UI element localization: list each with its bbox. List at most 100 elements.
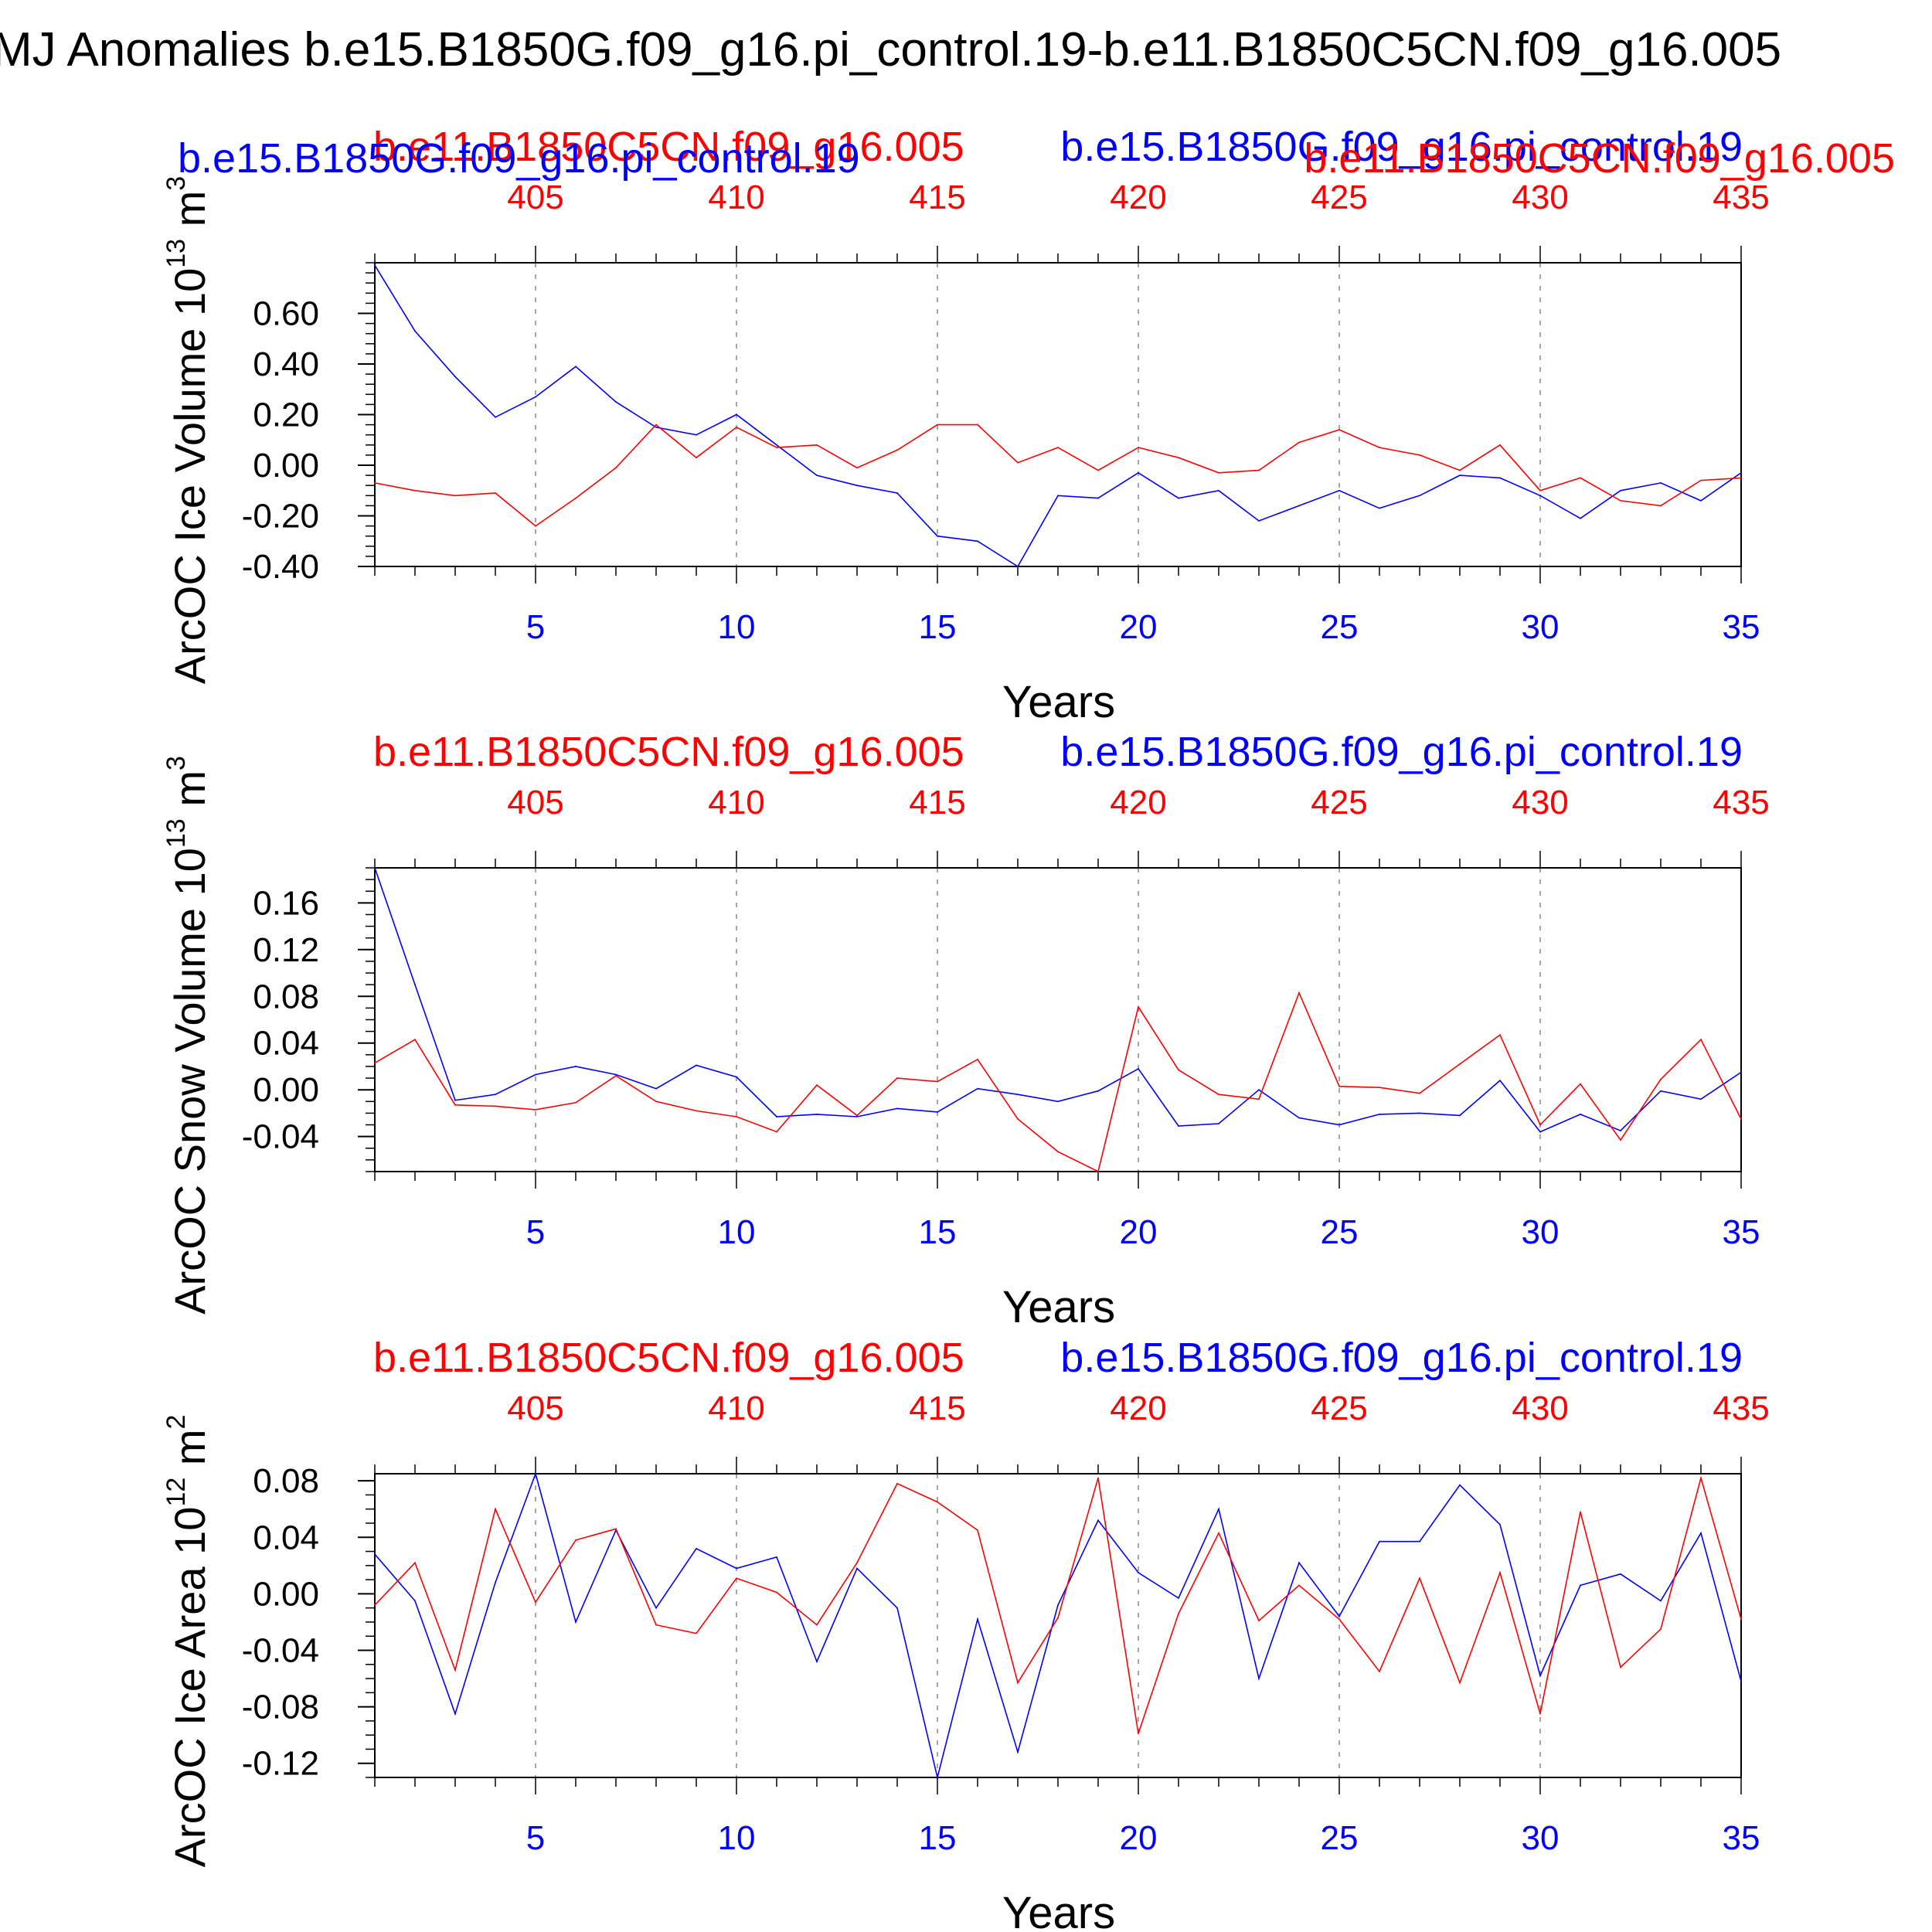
y-axis-title-main: ArcOC Ice Area 10 (165, 1507, 214, 1868)
data-point (696, 457, 697, 459)
data-point (1499, 444, 1501, 446)
data-point (1338, 1124, 1340, 1126)
data-point (1017, 1751, 1019, 1753)
data-point (1700, 499, 1702, 502)
data-point (454, 1669, 456, 1671)
data-point (816, 1624, 818, 1626)
data-point (937, 1501, 938, 1503)
data-point (655, 423, 657, 426)
data-point (374, 867, 376, 869)
data-point (896, 492, 898, 494)
y-tick-label: -0.04 (242, 1118, 319, 1156)
data-point (1539, 495, 1541, 497)
y-axis-title: ArcOC Snow Volume 1013 m3 (162, 756, 214, 1315)
data-point (736, 1577, 737, 1580)
x-tick-label: 15 (919, 1213, 957, 1251)
data-point (1379, 1671, 1380, 1672)
data-point (1660, 1090, 1662, 1092)
data-point (856, 485, 858, 487)
data-point (1740, 471, 1742, 474)
data-point (495, 1508, 496, 1510)
data-point (495, 1094, 496, 1096)
data-point (1097, 497, 1099, 499)
data-point (1379, 507, 1380, 509)
data-point (896, 1077, 898, 1079)
x-axis-title: Years (1002, 1888, 1115, 1932)
case-label-blue: b.e15.B1850G.f09_g16.pi_control.19 (1060, 1335, 1743, 1381)
data-point (414, 489, 416, 492)
top-x-tick-label: 420 (1110, 784, 1166, 821)
top-x-tick-label: 410 (708, 179, 764, 216)
data-point (655, 1624, 657, 1626)
top-x-tick-label: 420 (1110, 1389, 1166, 1427)
y-tick-label: 0.00 (253, 1071, 319, 1109)
case-label-blue-left: b.e15.B1850G.f09_g16.pi_control.19 (178, 135, 860, 182)
y-tick-label: 0.04 (253, 1025, 319, 1063)
data-point (495, 492, 496, 494)
top-x-tick-label: 425 (1311, 784, 1367, 821)
top-x-tick-label: 410 (708, 784, 764, 821)
data-point (655, 1607, 657, 1609)
data-point (414, 1562, 416, 1564)
data-point (896, 1482, 898, 1485)
data-point (575, 1101, 577, 1104)
data-point (736, 426, 737, 428)
data-point (776, 447, 777, 448)
data-point (1660, 1600, 1662, 1602)
data-point (1459, 1063, 1461, 1065)
data-point (1178, 1613, 1179, 1614)
data-point (615, 1528, 617, 1530)
x-tick-label: 5 (526, 1213, 545, 1251)
case-label-red: b.e11.B1850C5CN.f09_g16.005 (373, 729, 964, 775)
x-axis-title: Years (1002, 677, 1115, 727)
data-point (495, 1581, 496, 1583)
data-point (1138, 1572, 1139, 1573)
data-point (1258, 1620, 1260, 1622)
data-point (816, 474, 818, 476)
data-point (1740, 1118, 1742, 1120)
data-point (575, 497, 577, 499)
data-point (1298, 505, 1300, 507)
data-point (977, 1529, 978, 1532)
data-point (1379, 1540, 1380, 1543)
x-axis-title: Years (1002, 1282, 1115, 1332)
data-point (454, 1104, 456, 1106)
data-point (1419, 495, 1420, 497)
data-point (1700, 479, 1702, 481)
data-point (575, 366, 577, 368)
data-point (696, 1632, 697, 1634)
data-point (1258, 520, 1260, 522)
data-point (1057, 1604, 1059, 1606)
data-point (776, 1591, 777, 1594)
data-point (1138, 471, 1139, 474)
series-line-blue (374, 1471, 1742, 1778)
data-point (535, 1601, 536, 1604)
data-point (1660, 482, 1662, 484)
figure-title: MJ Anomalies b.e15.B1850G.f09_g16.pi_con… (0, 23, 1781, 77)
y-axis-title: ArcOC Ice Area 1012 m2 (162, 1415, 214, 1868)
data-point (414, 1039, 416, 1041)
data-point (736, 1567, 737, 1570)
data-point (1620, 499, 1621, 502)
data-point (816, 444, 818, 446)
y-tick-label: 0.08 (253, 978, 319, 1015)
data-point (1298, 1584, 1300, 1587)
data-point (776, 1131, 777, 1133)
y-tick-label: -0.12 (242, 1745, 319, 1783)
data-point (1057, 1151, 1059, 1153)
data-point (736, 1076, 737, 1078)
data-point (1178, 1069, 1179, 1071)
top-x-tick-label: 430 (1512, 784, 1568, 821)
top-x-tick-label: 430 (1512, 179, 1568, 216)
data-point (1700, 1532, 1702, 1534)
data-point (1580, 1114, 1581, 1115)
data-point (1097, 1477, 1099, 1479)
data-point (535, 396, 536, 398)
data-point (1017, 1682, 1019, 1684)
data-point (1660, 1078, 1662, 1080)
panel-3: -0.12 -0.08 -0.04 0.00 0.04 0.08 5 405 10 410 15 41… (162, 1335, 1770, 1932)
data-point (1218, 489, 1219, 492)
y-axis-title-space: m (165, 1430, 214, 1478)
data-point (1017, 461, 1019, 464)
data-point (1499, 477, 1501, 479)
